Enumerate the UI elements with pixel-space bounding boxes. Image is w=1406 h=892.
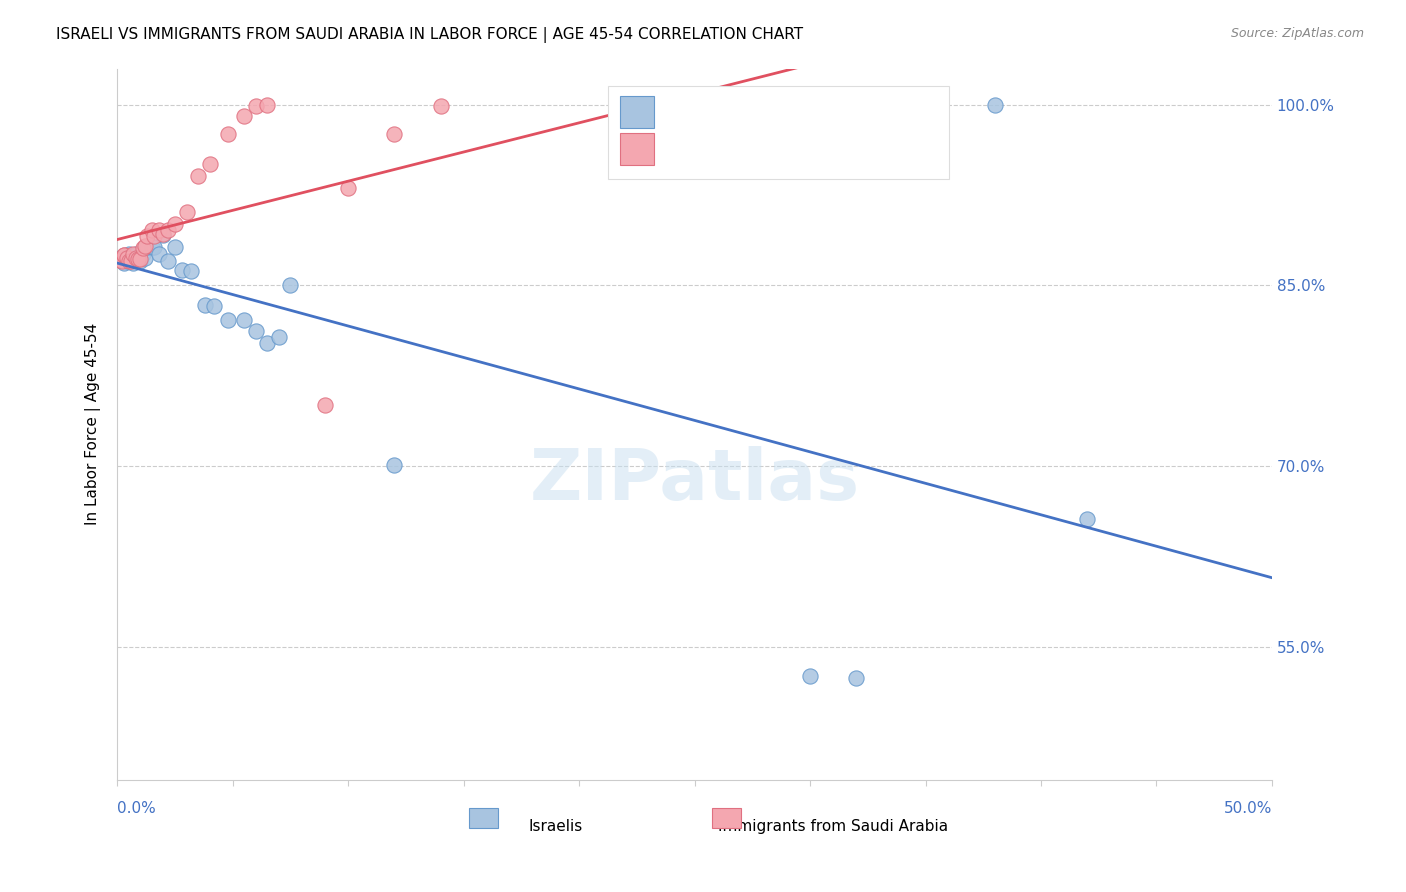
Point [198, 157, 221, 171]
Point [120, 251, 142, 265]
Point [108, 253, 131, 268]
Point [256, 97, 278, 112]
Text: ZIPatlas: ZIPatlas [530, 447, 859, 516]
Point [202, 299, 225, 313]
Point [799, 669, 821, 683]
Point [115, 253, 138, 268]
Point [194, 298, 217, 312]
FancyBboxPatch shape [711, 808, 741, 828]
Text: R = -0.456   N = 35: R = -0.456 N = 35 [664, 99, 837, 114]
Point [233, 313, 256, 327]
Point [157, 254, 180, 268]
Point [141, 240, 163, 254]
Point [245, 99, 267, 113]
Point [157, 223, 180, 237]
Point [129, 252, 152, 266]
Point [143, 240, 166, 254]
Text: R =  0.643   N = 32: R = 0.643 N = 32 [664, 136, 837, 151]
Point [217, 313, 239, 327]
Point [429, 99, 451, 113]
Point [382, 458, 405, 472]
Point [112, 248, 135, 262]
Point [148, 247, 170, 261]
Point [125, 247, 148, 261]
Point [152, 227, 174, 242]
Point [112, 248, 135, 262]
Point [245, 324, 267, 338]
Point [134, 238, 156, 252]
Point [152, 227, 174, 241]
Point [187, 169, 209, 183]
Point [122, 255, 145, 269]
Y-axis label: In Labor Force | Age 45-54: In Labor Force | Age 45-54 [86, 323, 101, 525]
Point [233, 109, 256, 123]
Point [112, 255, 135, 269]
Text: 0.0%: 0.0% [117, 801, 156, 816]
Point [127, 252, 149, 266]
Point [141, 223, 163, 237]
Point [267, 330, 290, 344]
Point [217, 127, 239, 141]
Point [136, 229, 159, 244]
Point [131, 247, 153, 261]
Point [143, 229, 166, 244]
Text: Source: ZipAtlas.com: Source: ZipAtlas.com [1230, 27, 1364, 40]
Point [118, 254, 141, 268]
Text: 50.0%: 50.0% [1223, 801, 1272, 816]
Point [845, 672, 868, 686]
Point [111, 253, 134, 268]
Point [256, 336, 278, 351]
Point [136, 240, 159, 254]
Point [115, 251, 138, 265]
FancyBboxPatch shape [607, 87, 949, 178]
Text: Israelis: Israelis [529, 819, 583, 834]
Point [1076, 512, 1098, 526]
Point [131, 241, 153, 255]
Point [108, 251, 131, 265]
FancyBboxPatch shape [620, 96, 654, 128]
Point [984, 97, 1007, 112]
Point [129, 254, 152, 268]
Text: Immigrants from Saudi Arabia: Immigrants from Saudi Arabia [718, 819, 948, 834]
Point [176, 205, 198, 219]
Point [120, 254, 142, 268]
Point [111, 254, 134, 268]
FancyBboxPatch shape [470, 808, 498, 828]
Point [823, 97, 845, 112]
Point [148, 223, 170, 237]
Point [180, 264, 202, 278]
Point [337, 181, 360, 195]
Text: ISRAELI VS IMMIGRANTS FROM SAUDI ARABIA IN LABOR FORCE | AGE 45-54 CORRELATION C: ISRAELI VS IMMIGRANTS FROM SAUDI ARABIA … [56, 27, 803, 43]
FancyBboxPatch shape [620, 133, 654, 164]
Point [127, 251, 149, 265]
Point [170, 262, 193, 277]
Point [125, 251, 148, 265]
Point [314, 398, 336, 412]
Point [280, 278, 302, 293]
Point [115, 254, 138, 268]
Point [163, 240, 186, 254]
Point [118, 247, 141, 261]
Point [382, 127, 405, 141]
Point [122, 247, 145, 261]
Point [134, 251, 156, 265]
Point [163, 217, 186, 231]
